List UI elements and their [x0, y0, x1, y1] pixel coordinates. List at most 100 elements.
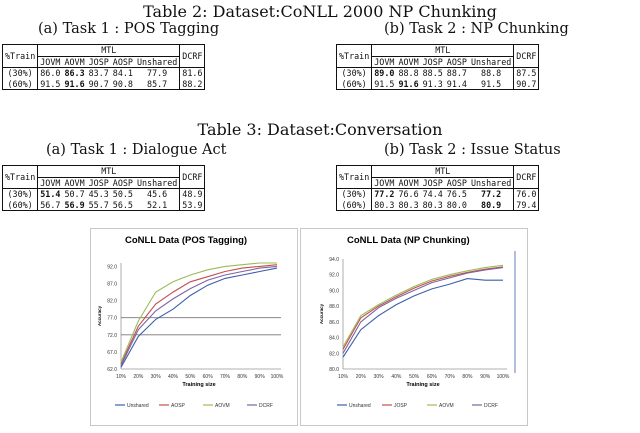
- table-cell: 86.3: [62, 67, 87, 79]
- series-line-aosp: [120, 264, 278, 365]
- table-cell: 90.8: [110, 78, 135, 90]
- last-cell: 79.4: [513, 199, 540, 211]
- x-tick-label: 50%: [409, 374, 420, 380]
- table-corner: %Train: [335, 165, 373, 189]
- column-header: AOVM: [396, 55, 421, 68]
- x-tick-label: 20%: [133, 374, 144, 380]
- table-cell: 90.7: [86, 78, 111, 90]
- x-tick-label: 30%: [374, 374, 385, 380]
- table-cell: 88.7: [444, 67, 469, 79]
- last-cell: 88.2: [179, 78, 206, 90]
- x-tick-label: 80%: [237, 374, 248, 380]
- x-axis-label: Training size: [406, 382, 439, 388]
- last-header: DCRF: [179, 165, 206, 189]
- y-tick-label: 88.0: [329, 304, 339, 310]
- chart-title: CoNLL Data (NP Chunking): [347, 235, 470, 246]
- column-header: AOVM: [62, 176, 87, 189]
- table2b: %Train MTL DCRF JOVM AOVM JOSP AOSP Unshared (30…: [335, 44, 540, 90]
- table-cell: 88.5: [420, 67, 445, 79]
- table2a: %Train MTL DCRF JOVM AOVM JOSP AOSP Unshared (30…: [1, 44, 206, 90]
- x-tick-label: 80%: [462, 374, 473, 380]
- table-cell: 91.6: [62, 78, 87, 90]
- last-cell: 53.9: [179, 199, 206, 211]
- x-tick-label: 10%: [116, 374, 127, 380]
- x-tick-label: 30%: [151, 374, 162, 380]
- last-cell: 87.5: [513, 67, 540, 79]
- series-line-unshared: [120, 267, 278, 368]
- table-cell: 91.3: [420, 78, 445, 90]
- series-line-dcrf: [120, 265, 278, 366]
- table-cell: 88.8: [468, 67, 515, 79]
- table-cell: 84.1: [110, 67, 135, 79]
- x-tick-label: 20%: [356, 374, 367, 380]
- table-cell: 91.5: [37, 78, 63, 90]
- chart-pos-tagging-panel: CoNLL Data (POS Tagging) 62.0 67.0 72.0 77.0…: [90, 228, 298, 426]
- column-header: JOVM: [37, 176, 63, 189]
- table-row: (30%) 89.0 88.8 88.5 88.7 88.8 87.5: [335, 67, 540, 79]
- group-header: MTL: [37, 165, 181, 177]
- series-line-josp: [342, 266, 504, 350]
- y-axis-label: Accuracy: [319, 303, 324, 324]
- table-row: (60%) 91.5 91.6 90.7 90.8 85.7 88.2: [1, 78, 206, 90]
- table-cell: 51.4: [37, 188, 63, 200]
- y-axis-label: Accuracy: [97, 305, 102, 326]
- x-tick-label: 10%: [338, 374, 349, 380]
- table-cell: 56.7: [37, 199, 63, 211]
- x-tick-label: 60%: [427, 374, 438, 380]
- table-cell: 80.3: [420, 199, 445, 211]
- x-axis-label: Training size: [182, 382, 215, 388]
- last-header: DCRF: [179, 44, 206, 68]
- last-cell: 48.9: [179, 188, 206, 200]
- column-header: AOSP: [444, 55, 469, 68]
- column-header: JOSP: [420, 55, 445, 68]
- chart-np-chunking-panel: CoNLL Data (NP Chunking) 80.0 82.0 84.0 86.0…: [300, 228, 528, 426]
- y-tick-label: 80.0: [329, 367, 339, 373]
- table-cell: 45.6: [134, 188, 181, 200]
- table-cell: 74.4: [420, 188, 445, 200]
- last-cell: 76.0: [513, 188, 540, 200]
- column-header: Unshared: [134, 176, 181, 189]
- x-tick-label: 60%: [203, 374, 214, 380]
- table-cell: 83.7: [86, 67, 111, 79]
- group-header: MTL: [37, 44, 181, 56]
- y-tick-label: 87.0: [107, 282, 117, 288]
- y-tick-label: 72.0: [107, 333, 117, 339]
- y-tick-label: 84.0: [329, 336, 339, 342]
- table-cell: 80.3: [396, 199, 421, 211]
- legend-label: Unshared: [127, 403, 149, 409]
- table2a-title: (a) Task 1 : POS Tagging: [38, 21, 220, 37]
- y-tick-label: 82.0: [329, 351, 339, 357]
- table-row: (30%) 77.2 76.6 74.4 76.5 77.2 76.0: [335, 188, 540, 200]
- x-tick-label: 40%: [391, 374, 402, 380]
- column-header: AOSP: [110, 176, 135, 189]
- table-corner: %Train: [1, 165, 39, 189]
- table-cell: 77.2: [371, 188, 397, 200]
- row-label: (60%): [335, 199, 373, 211]
- table-cell: 91.5: [468, 78, 515, 90]
- table-row: (30%) 51.4 50.7 45.3 50.5 45.6 48.9: [1, 188, 206, 200]
- table-row: (60%) 80.3 80.3 80.3 80.0 80.9 79.4: [335, 199, 540, 211]
- y-tick-label: 67.0: [107, 350, 117, 356]
- table3b: %Train MTL DCRF JOVM AOVM JOSP AOSP Unshared (30…: [335, 165, 540, 211]
- column-header: JOVM: [37, 55, 63, 68]
- last-header: DCRF: [513, 165, 540, 189]
- table-cell: 91.5: [371, 78, 397, 90]
- group-header: MTL: [371, 44, 515, 56]
- row-label: (30%): [1, 67, 39, 79]
- legend-label: JOSP: [394, 403, 408, 409]
- column-header: AOSP: [110, 55, 135, 68]
- row-label: (30%): [335, 188, 373, 200]
- row-label: (60%): [335, 78, 373, 90]
- series-line-dcrf: [342, 267, 504, 354]
- table-corner: %Train: [335, 44, 373, 68]
- y-tick-label: 62.0: [107, 367, 117, 373]
- table-cell: 77.9: [134, 67, 181, 79]
- table-row: (60%) 56.7 56.9 55.7 56.5 52.1 53.9: [1, 199, 206, 211]
- column-header: JOSP: [86, 176, 111, 189]
- column-header: Unshared: [468, 55, 515, 68]
- table-row: (60%) 91.5 91.6 91.3 91.4 91.5 90.7: [335, 78, 540, 90]
- column-header: Unshared: [468, 176, 515, 189]
- table-cell: 80.3: [371, 199, 397, 211]
- table-cell: 86.0: [37, 67, 63, 79]
- chart-pos-tagging: CoNLL Data (POS Tagging) 62.0 67.0 72.0 77.0…: [97, 235, 284, 409]
